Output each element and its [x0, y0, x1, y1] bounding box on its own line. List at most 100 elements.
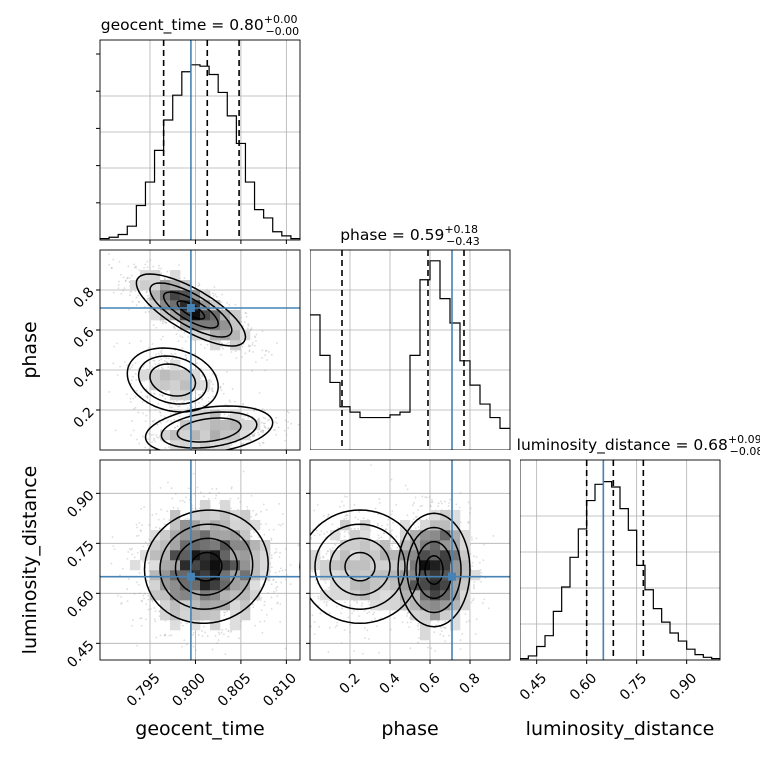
density-cell	[430, 590, 441, 601]
density-cell	[200, 410, 211, 421]
density-cell	[350, 530, 361, 541]
x-tick-label: 0.75	[617, 670, 650, 703]
density-cell	[380, 550, 391, 561]
density-cell	[190, 550, 201, 561]
density-cell	[240, 580, 251, 591]
density-cell	[150, 560, 161, 571]
density-cell	[260, 560, 271, 571]
density-cell	[180, 310, 191, 321]
density-cell	[190, 370, 201, 381]
histogram-step	[520, 481, 720, 660]
density-cell	[220, 310, 231, 321]
density-cell	[160, 380, 171, 391]
density-cell	[220, 560, 231, 571]
density-cell	[460, 550, 471, 561]
density-cell	[230, 320, 241, 331]
density-cell	[460, 560, 471, 571]
density-cell	[220, 430, 231, 441]
density-cell	[180, 530, 191, 541]
density-cell	[170, 310, 181, 321]
density-cell	[170, 390, 181, 401]
density-cell	[160, 580, 171, 591]
density-cell	[210, 340, 221, 351]
density-cell	[400, 570, 411, 581]
density-cell	[320, 570, 331, 581]
density-cell	[190, 570, 201, 581]
density-cell	[180, 280, 191, 291]
histogram-step	[310, 260, 510, 429]
density-cell	[180, 300, 191, 311]
density-cell	[370, 550, 381, 561]
density-cell	[200, 300, 211, 311]
density-cell	[430, 580, 441, 591]
density-cell	[380, 540, 391, 551]
x-tick-label: 0.805	[215, 670, 255, 710]
density-cell	[370, 540, 381, 551]
density-cell	[170, 300, 181, 311]
density-cell	[410, 550, 421, 561]
density-cell	[170, 380, 181, 391]
density-cell	[150, 380, 161, 391]
density-cell	[330, 550, 341, 561]
density-cell	[150, 370, 161, 381]
contour-line	[160, 411, 258, 449]
density-cell	[200, 600, 211, 611]
density-cell	[190, 420, 201, 431]
density-cell	[240, 570, 251, 581]
density-cell	[200, 420, 211, 431]
density-cell	[360, 550, 371, 561]
density-cell	[430, 560, 441, 571]
density-cell	[350, 550, 361, 561]
x-tick-label: 0.60	[567, 670, 600, 703]
density-cell	[180, 370, 191, 381]
density-cell	[200, 440, 211, 451]
density-cell	[410, 560, 421, 571]
density-cell	[190, 540, 201, 551]
panel-frame	[309, 459, 511, 661]
density-cell	[460, 540, 471, 551]
contour-line	[137, 355, 208, 405]
density-cell	[170, 430, 181, 441]
contour-line	[162, 291, 219, 329]
density-cell	[210, 620, 221, 631]
density-cell	[160, 590, 171, 601]
density-cell	[400, 520, 411, 531]
density-cell	[430, 510, 441, 521]
density-cell	[160, 560, 171, 571]
density-cell	[200, 380, 211, 391]
x-axis-label: geocent_time	[135, 718, 264, 740]
density-cell	[240, 550, 251, 561]
density-cell	[420, 530, 431, 541]
density-cell	[420, 600, 431, 611]
density-cell	[150, 570, 161, 581]
density-cell	[200, 330, 211, 341]
density-cell	[230, 620, 241, 631]
density-cell	[450, 620, 461, 631]
density-cell	[170, 440, 181, 451]
density-cell	[380, 580, 391, 591]
density-cell	[340, 590, 351, 601]
density-cell	[150, 300, 161, 311]
panel-title: luminosity_distance = 0.68+0.09 −0.08	[517, 433, 760, 458]
density-cell	[210, 430, 221, 441]
density-cell	[160, 310, 171, 321]
panel-frame	[309, 249, 511, 451]
density-cell	[390, 570, 401, 581]
density-cell	[160, 610, 171, 621]
panel-frame	[99, 39, 301, 241]
density-cell	[240, 590, 251, 601]
density-cell	[210, 590, 221, 601]
density-cell	[210, 580, 221, 591]
density-cells	[130, 500, 271, 631]
density-cell	[190, 430, 201, 441]
density-cell	[340, 580, 351, 591]
density-cell	[190, 440, 201, 451]
density-cell	[410, 530, 421, 541]
contour-line	[144, 405, 274, 455]
density-cell	[410, 580, 421, 591]
density-cell	[150, 590, 161, 601]
density-cell	[170, 590, 181, 601]
density-cell	[340, 540, 351, 551]
density-cell	[330, 560, 341, 571]
